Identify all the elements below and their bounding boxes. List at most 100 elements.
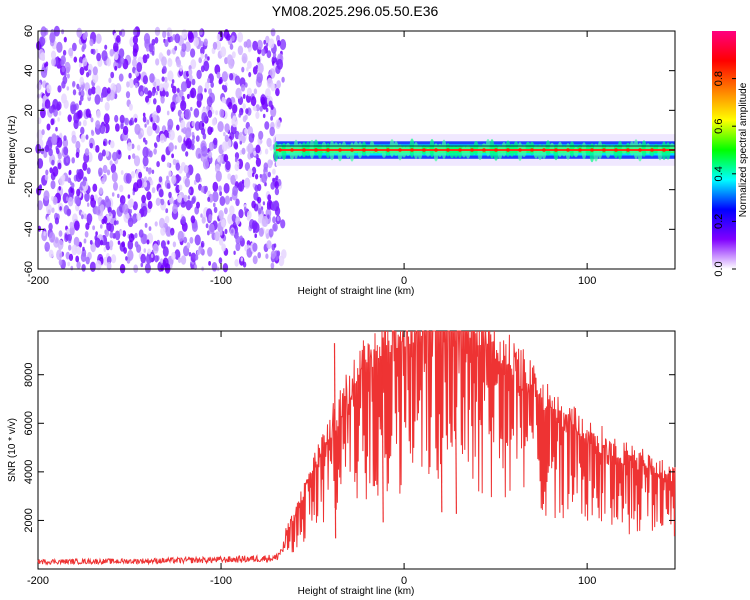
noise-blob bbox=[81, 264, 86, 272]
noise-blob bbox=[252, 172, 255, 178]
y-tick-label: 60 bbox=[23, 25, 35, 37]
noise-blob bbox=[82, 33, 87, 40]
noise-blob bbox=[141, 205, 148, 217]
noise-blob bbox=[280, 219, 286, 229]
noise-blob bbox=[221, 71, 228, 82]
noise-blob bbox=[270, 201, 277, 212]
signal-blob bbox=[393, 141, 399, 157]
signal-blob bbox=[345, 144, 351, 159]
noise-blob bbox=[56, 249, 63, 261]
noise-blob bbox=[212, 181, 219, 192]
signal-blob bbox=[281, 142, 287, 160]
noise-blob bbox=[61, 66, 66, 73]
noise-blob bbox=[244, 127, 248, 135]
noise-blob bbox=[188, 32, 194, 43]
noise-blob bbox=[241, 179, 245, 184]
noise-blob bbox=[164, 39, 169, 47]
noise-blob bbox=[237, 32, 244, 43]
noise-blob bbox=[276, 58, 283, 70]
noise-blob bbox=[78, 86, 82, 92]
noise-blob bbox=[216, 33, 221, 41]
signal-core-dot bbox=[578, 148, 582, 152]
signal-blob bbox=[369, 140, 375, 154]
noise-blob bbox=[87, 202, 90, 207]
noise-blob bbox=[248, 71, 252, 78]
noise-blob bbox=[188, 200, 193, 209]
noise-blob bbox=[208, 151, 213, 159]
signal-core-dot bbox=[518, 148, 522, 152]
noise-blob bbox=[63, 135, 67, 142]
noise-blob bbox=[255, 173, 259, 180]
noise-blob bbox=[167, 70, 174, 82]
noise-blob bbox=[190, 59, 197, 70]
noise-blob bbox=[200, 213, 203, 218]
noise-blob bbox=[53, 108, 58, 117]
noise-blob bbox=[92, 145, 96, 150]
noise-blob bbox=[169, 196, 174, 205]
noise-blob bbox=[247, 142, 254, 154]
noise-blob bbox=[58, 230, 63, 237]
noise-blob bbox=[257, 208, 262, 215]
noise-blob bbox=[281, 76, 285, 83]
noise-blob bbox=[201, 242, 204, 248]
noise-blob bbox=[164, 85, 168, 92]
noise-blob bbox=[99, 123, 106, 134]
noise-blob bbox=[101, 177, 106, 185]
noise-blob bbox=[122, 125, 129, 136]
noise-blob bbox=[48, 222, 53, 231]
noise-blob bbox=[227, 173, 232, 180]
noise-blob bbox=[78, 121, 82, 126]
noise-blob bbox=[75, 151, 80, 158]
noise-blob bbox=[68, 234, 72, 242]
signal-core-dot bbox=[638, 148, 642, 152]
noise-blob bbox=[274, 187, 280, 196]
noise-blob bbox=[160, 258, 164, 264]
noise-blob bbox=[70, 265, 74, 271]
noise-blob bbox=[211, 118, 217, 126]
signal-blob bbox=[489, 139, 495, 159]
noise-blob bbox=[268, 38, 275, 49]
noise-blob bbox=[72, 80, 76, 87]
noise-blob bbox=[40, 108, 46, 119]
noise-blob bbox=[257, 252, 262, 259]
signal-core-dot bbox=[590, 148, 594, 152]
noise-blob bbox=[192, 135, 196, 140]
noise-blob bbox=[89, 240, 93, 245]
noise-blob bbox=[231, 229, 234, 234]
noise-blob bbox=[72, 89, 77, 96]
noise-blob bbox=[48, 105, 54, 114]
noise-blob bbox=[252, 242, 258, 252]
noise-blob bbox=[159, 83, 164, 92]
noise-blob bbox=[134, 123, 141, 135]
signal-core-dot bbox=[434, 148, 438, 152]
noise-blob bbox=[200, 186, 205, 193]
noise-blob bbox=[162, 30, 167, 39]
y-tick-label: -40 bbox=[23, 221, 35, 237]
noise-blob bbox=[261, 48, 266, 57]
noise-blob bbox=[156, 161, 160, 168]
noise-blob bbox=[235, 235, 241, 245]
noise-blob bbox=[181, 28, 188, 39]
noise-blob bbox=[108, 77, 112, 84]
noise-blob bbox=[195, 135, 200, 142]
noise-blob bbox=[85, 222, 90, 230]
signal-blob bbox=[337, 142, 343, 162]
noise-blob bbox=[125, 91, 131, 99]
noise-blob bbox=[67, 114, 72, 123]
noise-blob bbox=[272, 216, 277, 224]
noise-blob bbox=[187, 195, 191, 200]
noise-blob bbox=[82, 119, 87, 127]
noise-blob bbox=[76, 188, 81, 197]
noise-blob bbox=[127, 217, 134, 228]
noise-blob bbox=[258, 227, 264, 237]
noise-blob bbox=[155, 90, 158, 96]
noise-blob bbox=[74, 195, 80, 205]
signal-blob bbox=[497, 145, 503, 160]
noise-blob bbox=[100, 239, 104, 246]
noise-blob bbox=[62, 49, 67, 56]
noise-blob bbox=[71, 244, 78, 256]
noise-blob bbox=[181, 216, 186, 225]
signal-core-dot bbox=[410, 148, 414, 152]
noise-blob bbox=[86, 71, 90, 78]
